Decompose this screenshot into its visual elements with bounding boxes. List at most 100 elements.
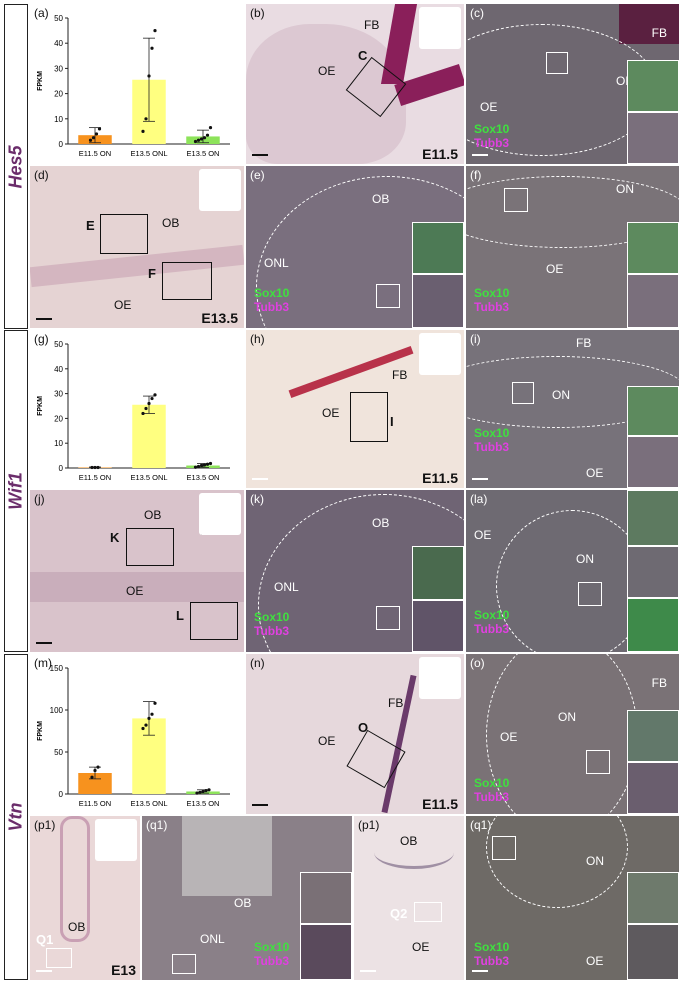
data-point	[147, 74, 151, 78]
panel-p1-image: (p1) OB Q1 E13	[30, 816, 140, 980]
data-point	[90, 465, 94, 470]
panel-p1b-image: (p1) OB Q2 OE	[354, 816, 464, 980]
row-label-hes5-box: Hes5	[4, 4, 28, 329]
x-tick-label: E11.5 ON	[79, 799, 111, 808]
panel-label: (f)	[470, 168, 482, 182]
panel-m-chart: (m) 0 50 100 150 FPKM E11.5 ON E13.5 ONL E13.5 …	[30, 654, 244, 814]
y-tick-label: 50	[54, 748, 63, 757]
data-point	[204, 789, 208, 793]
stain-label-sox10: Sox10	[474, 940, 510, 954]
y-tick-label: 10	[54, 439, 63, 448]
y-axis-label: FPKM	[37, 71, 44, 91]
stain-label-tubb3: Tubb3	[254, 624, 290, 638]
embryo-schematic-icon	[199, 169, 241, 211]
selection-box-i	[350, 392, 388, 442]
data-point	[208, 461, 213, 466]
row-label-wif1: Wif1	[5, 472, 26, 510]
scale-bar	[252, 478, 268, 480]
label-box-c: C	[358, 48, 368, 63]
age-label: E13.5	[201, 310, 238, 326]
inset-sox10	[627, 386, 679, 436]
label-ob: OB	[68, 920, 86, 934]
selection-box-q2	[414, 902, 442, 922]
selection-box-k	[126, 528, 174, 566]
data-point	[141, 129, 145, 133]
stain-label-tubb3: Tubb3	[474, 300, 510, 314]
label-fb: FB	[576, 336, 592, 350]
data-point	[153, 29, 157, 33]
stain-label-tubb3: Tubb3	[474, 790, 510, 804]
panel-e-image: (e) OB ONL Sox10 Tubb3	[246, 166, 464, 328]
data-point	[195, 791, 199, 795]
stain-label-tubb3: Tubb3	[254, 300, 290, 314]
data-point	[198, 790, 202, 794]
bar-chart-hes5: 0 10 20 30 40 50 FPKM E11.5 ON E13.5 ONL E13.5 ON	[37, 14, 230, 158]
data-point	[196, 464, 201, 469]
data-point	[196, 138, 201, 142]
label-ob: OB	[400, 834, 418, 848]
panel-label: (q1)	[146, 818, 168, 832]
bar-chart-wif1: 0 10 20 30 40 50 FPKM E11.5 ON E13.5 ONL E13.5 ON	[37, 340, 230, 482]
selection-box	[578, 582, 602, 606]
y-tick-label: 20	[54, 90, 63, 99]
stain-label-tubb3: Tubb3	[474, 622, 510, 636]
scale-bar	[36, 642, 52, 644]
data-point	[144, 406, 148, 411]
selection-box-q1	[46, 948, 72, 968]
panel-label: (c)	[470, 6, 484, 20]
label-ob: OB	[372, 516, 390, 530]
panel-n-image: (n) FB OE O E11.5	[246, 654, 464, 814]
age-label: E13	[111, 962, 136, 978]
data-point	[147, 401, 151, 406]
panel-c-image: (c) FB ON OE Sox10 Tubb3	[466, 4, 679, 164]
label-box-q2: Q2	[390, 906, 408, 921]
label-oe: OE	[322, 406, 340, 420]
panel-label: (o)	[470, 656, 485, 670]
bar	[78, 773, 112, 794]
label-box-k: K	[110, 530, 120, 545]
inset-tubb3	[412, 600, 464, 652]
label-oe: OE	[126, 584, 144, 598]
panel-a-chart: (a) 0 10 20 30 40 50 FPKM E11.5 ON E13.5 ONL E13.…	[30, 4, 244, 164]
data-point	[208, 126, 213, 130]
data-point	[205, 133, 210, 137]
stain-label-sox10: Sox10	[474, 122, 510, 136]
data-point	[141, 411, 145, 416]
data-point	[150, 396, 154, 401]
selection-box	[504, 188, 528, 212]
data-point	[153, 701, 157, 705]
data-point	[96, 465, 100, 470]
stain-label-sox10: Sox10	[254, 610, 290, 624]
row-label-vtn-box: Vtn	[4, 654, 28, 980]
label-box-q1: Q1	[36, 932, 54, 947]
inset-tubb3	[627, 274, 679, 328]
panel-la-image: (la) OE ON Sox10 Tubb3	[466, 490, 679, 652]
scale-bar	[472, 154, 488, 156]
label-fb: FB	[388, 696, 404, 710]
data-point	[201, 789, 205, 794]
stain-label-tubb3: Tubb3	[474, 954, 510, 968]
embryo-schematic-icon	[199, 493, 241, 535]
label-oe: OE	[474, 528, 492, 542]
panel-q1b-image: (q1) ON OE Sox10 Tubb3	[466, 816, 679, 980]
panel-label: (q1)	[470, 818, 492, 832]
stain-label-sox10: Sox10	[474, 776, 510, 790]
x-tick-label: E13.5 ON	[187, 799, 220, 808]
data-point	[202, 463, 207, 467]
panel-label: (e)	[250, 168, 265, 182]
scale-bar	[472, 478, 488, 480]
inset-tubb3	[627, 436, 679, 488]
label-oe: OE	[480, 100, 498, 114]
data-point	[93, 768, 97, 773]
panel-label: (n)	[250, 656, 265, 670]
panel-q1-image: (q1) OB ONL Sox10 Tubb3	[142, 816, 352, 980]
data-point	[90, 775, 94, 779]
label-ob: OB	[144, 508, 162, 522]
bar-chart-vtn: 0 50 100 150 FPKM E11.5 ON E13.5 ONL E13.5 ON	[37, 664, 230, 808]
panel-label: (k)	[250, 492, 264, 506]
inset-sox10	[627, 710, 679, 762]
data-point	[150, 712, 154, 716]
inset-sox10	[627, 60, 679, 112]
label-on: ON	[586, 854, 604, 868]
data-point	[88, 138, 93, 142]
